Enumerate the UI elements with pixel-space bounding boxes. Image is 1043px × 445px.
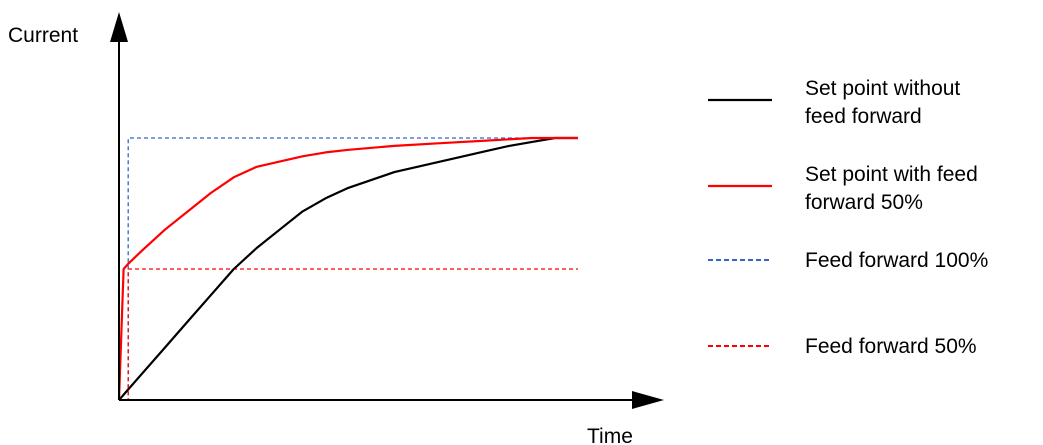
legend-label-set-point-without-feed-forward-line-1: Set point without	[805, 77, 960, 100]
legend-label-set-point-with-feed-forward-50-line-1: Set point with feed	[805, 163, 978, 186]
x-axis-label: Time	[587, 425, 633, 445]
legend-label-feed-forward-50-line-1: Feed forward 50%	[805, 335, 977, 358]
legend-label-set-point-with-feed-forward-50-line-2: forward 50%	[805, 191, 923, 214]
plot-lines	[117, 136, 578, 401]
series-line-set-point-with-feed-forward-50	[117, 136, 578, 401]
y-axis-arrowhead	[110, 12, 128, 42]
legend-label-set-point-without-feed-forward-line-2: feed forward	[805, 105, 922, 128]
series-line-set-point-without-feed-forward	[118, 136, 578, 401]
legend: Set point without feed forward Set point w…	[708, 77, 988, 358]
series-line-feed-forward-50	[119, 268, 578, 401]
x-axis-arrowhead	[632, 391, 664, 409]
legend-label-feed-forward-100-line-1: Feed forward 100%	[805, 249, 988, 272]
y-axis-label: Current	[8, 24, 78, 47]
